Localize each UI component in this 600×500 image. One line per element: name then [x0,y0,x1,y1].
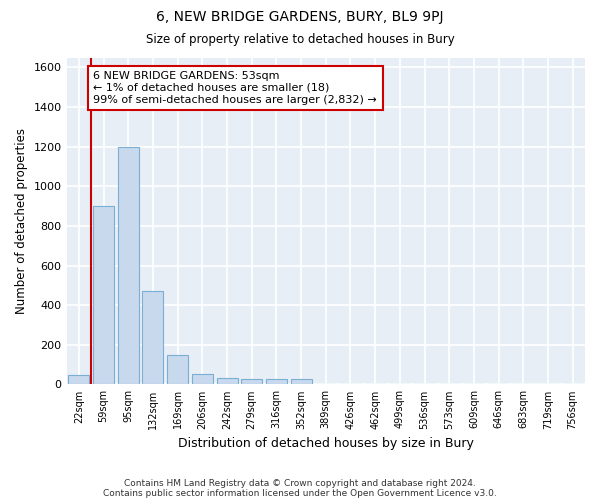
X-axis label: Distribution of detached houses by size in Bury: Distribution of detached houses by size … [178,437,474,450]
Text: Contains HM Land Registry data © Crown copyright and database right 2024.: Contains HM Land Registry data © Crown c… [124,478,476,488]
Bar [266,380,287,384]
Text: Contains public sector information licensed under the Open Government Licence v3: Contains public sector information licen… [103,488,497,498]
Bar [241,380,262,384]
Text: 6 NEW BRIDGE GARDENS: 53sqm
← 1% of detached houses are smaller (18)
99% of semi: 6 NEW BRIDGE GARDENS: 53sqm ← 1% of deta… [93,72,377,104]
Bar [192,374,213,384]
Bar [68,374,89,384]
Bar [167,354,188,384]
Text: 6, NEW BRIDGE GARDENS, BURY, BL9 9PJ: 6, NEW BRIDGE GARDENS, BURY, BL9 9PJ [156,10,444,24]
Y-axis label: Number of detached properties: Number of detached properties [15,128,28,314]
Bar [118,146,139,384]
Bar [290,380,311,384]
Bar [217,378,238,384]
Text: Size of property relative to detached houses in Bury: Size of property relative to detached ho… [146,32,454,46]
Bar [142,292,163,384]
Bar [93,206,114,384]
